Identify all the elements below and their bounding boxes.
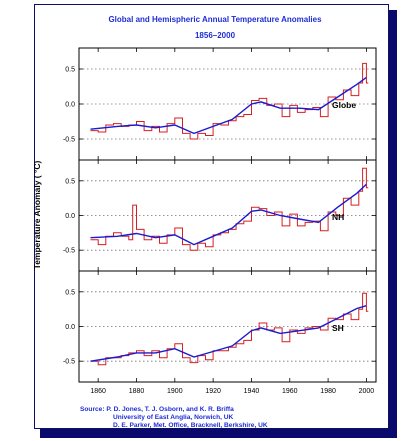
panel-label-globe: Globe [332,100,356,110]
x-tick-label: 1940 [244,388,260,395]
y-tick-label: 0.5 [65,178,75,185]
y-tick-label: -0.5 [63,359,75,366]
x-tick-label: 1860 [90,388,106,395]
chart-subtitle: 1856–2000 [195,31,236,40]
panel-sh: 0.5 0.0 -0.5 SH [63,270,377,383]
x-tick-label: 1880 [129,388,145,395]
y-tick-label: 0.0 [65,213,75,220]
series-smoothed-sh [90,305,367,362]
x-tick-label: 1960 [282,388,298,395]
y-axis-label: Temperature Anomaly ( °C) [32,160,42,269]
chart-frame [34,4,389,429]
x-axis: 1860 1880 1900 1920 1940 1960 1980 2000 [90,48,374,395]
x-tick-label: 1980 [320,388,336,395]
series-annual-nh [90,167,369,251]
source-line-1: Source: P. D. Jones, T. J. Osborn, and K… [80,406,234,413]
x-tick-label: 1900 [167,388,183,395]
source-line-3: D. E. Parker, Met. Office, Bracknell, Be… [113,422,268,429]
x-tick-label: 1920 [205,388,221,395]
y-tick-label: 0.0 [65,102,75,109]
x-tick-label: 2000 [359,388,375,395]
y-tick-label: -0.5 [63,137,75,144]
chart-title: Global and Hemispheric Annual Temperatur… [108,15,322,24]
y-tick-label: 0.0 [65,324,75,331]
panel-label-nh: NH [332,212,344,222]
y-tick-label: -0.5 [63,248,75,255]
panel-frame [78,270,377,383]
series-smoothed-globe [90,76,367,135]
panel-globe: 0.5 0.0 -0.5 Globe [63,47,377,161]
panel-nh: 0.5 0.0 -0.5 NH [63,159,377,272]
panel-label-sh: SH [332,323,344,333]
series-annual-sh [90,292,369,366]
series-smoothed-nh [90,183,367,246]
y-tick-label: 0.5 [65,289,75,296]
y-tick-label: 0.5 [65,67,75,74]
source-line-2: University of East Anglia, Norwich, UK [113,414,234,421]
series-annual-globe [90,62,369,140]
chart-panels: 0.5 0.0 -0.5 Globe 0.5 0.0 -0.5 NH 0.5 0.0 -0.5 SH [63,47,377,383]
